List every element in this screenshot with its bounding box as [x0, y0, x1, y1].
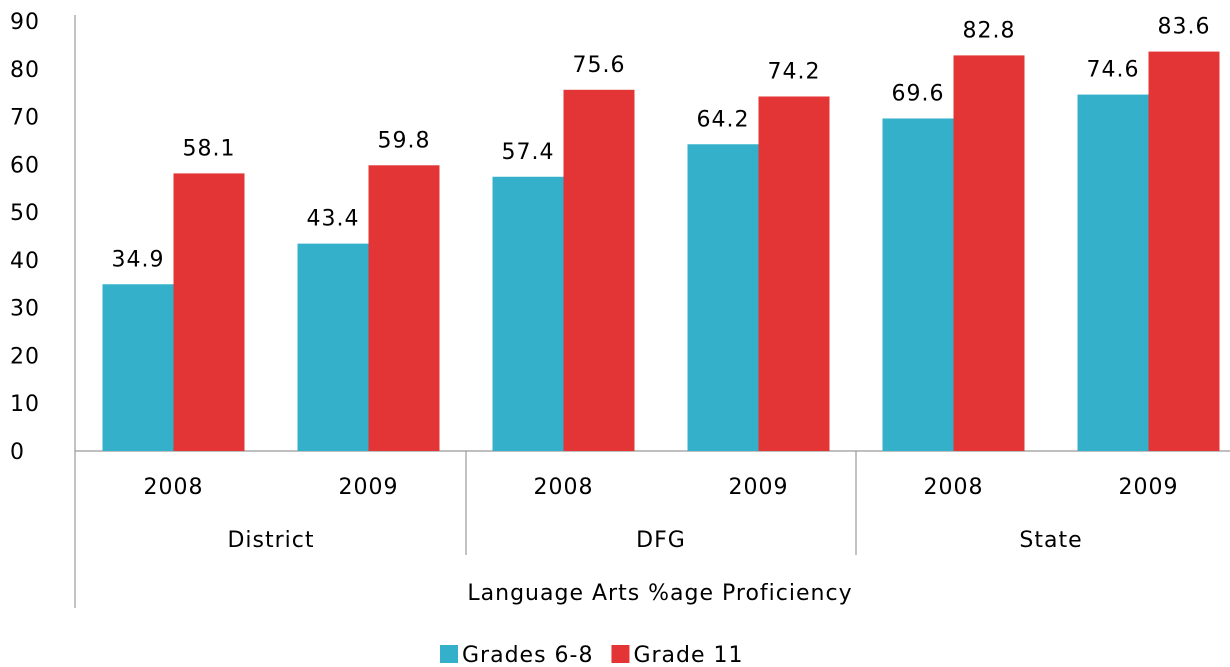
y-tick-label: 20 — [10, 344, 40, 369]
x-axis-title: Language Arts %age Proficiency — [467, 581, 852, 606]
value-label: 57.4 — [502, 140, 555, 165]
value-label: 74.2 — [768, 59, 821, 84]
bar — [173, 173, 245, 451]
x-tick-label: 2008 — [924, 475, 984, 500]
x-tick-label: 2009 — [1119, 475, 1179, 500]
legend-label: Grade 11 — [633, 643, 743, 667]
legend-label: Grades 6-8 — [462, 643, 593, 667]
y-tick-label: 10 — [10, 392, 40, 417]
y-tick-label: 30 — [10, 297, 40, 322]
value-label: 75.6 — [573, 53, 626, 78]
group-label: State — [1019, 528, 1082, 553]
bar — [882, 118, 954, 451]
bar — [1148, 51, 1220, 451]
value-label: 69.6 — [892, 81, 945, 106]
bar — [297, 243, 369, 451]
value-label: 59.8 — [378, 128, 431, 153]
group-label: DFG — [636, 528, 686, 553]
y-tick-label: 90 — [10, 10, 40, 35]
bar — [102, 284, 174, 451]
x-tick-label: 2009 — [729, 475, 789, 500]
bar — [563, 89, 635, 452]
legend-swatch — [440, 645, 458, 663]
y-tick-label: 60 — [10, 153, 40, 178]
value-label: 82.8 — [963, 18, 1016, 43]
x-tick-label: 2008 — [144, 475, 204, 500]
x-tick-label: 2009 — [339, 475, 399, 500]
x-tick-label: 2008 — [534, 475, 594, 500]
group-label: District — [227, 528, 314, 553]
bar — [368, 165, 440, 452]
legend-swatch — [611, 645, 630, 663]
value-label: 74.6 — [1087, 58, 1140, 83]
y-tick-label: 80 — [10, 58, 40, 83]
y-tick-label: 40 — [10, 249, 40, 274]
y-tick-label: 70 — [10, 106, 40, 131]
bar — [758, 96, 830, 451]
value-label: 34.9 — [112, 247, 165, 272]
value-label: 64.2 — [697, 107, 750, 132]
y-tick-label: 0 — [10, 440, 25, 465]
bar — [953, 55, 1025, 452]
value-label: 58.1 — [183, 136, 236, 161]
value-label: 43.4 — [307, 207, 360, 232]
bar — [492, 176, 564, 451]
y-tick-label: 50 — [10, 201, 40, 226]
bar — [687, 144, 759, 451]
value-label: 83.6 — [1158, 15, 1211, 40]
bar — [1077, 94, 1149, 452]
